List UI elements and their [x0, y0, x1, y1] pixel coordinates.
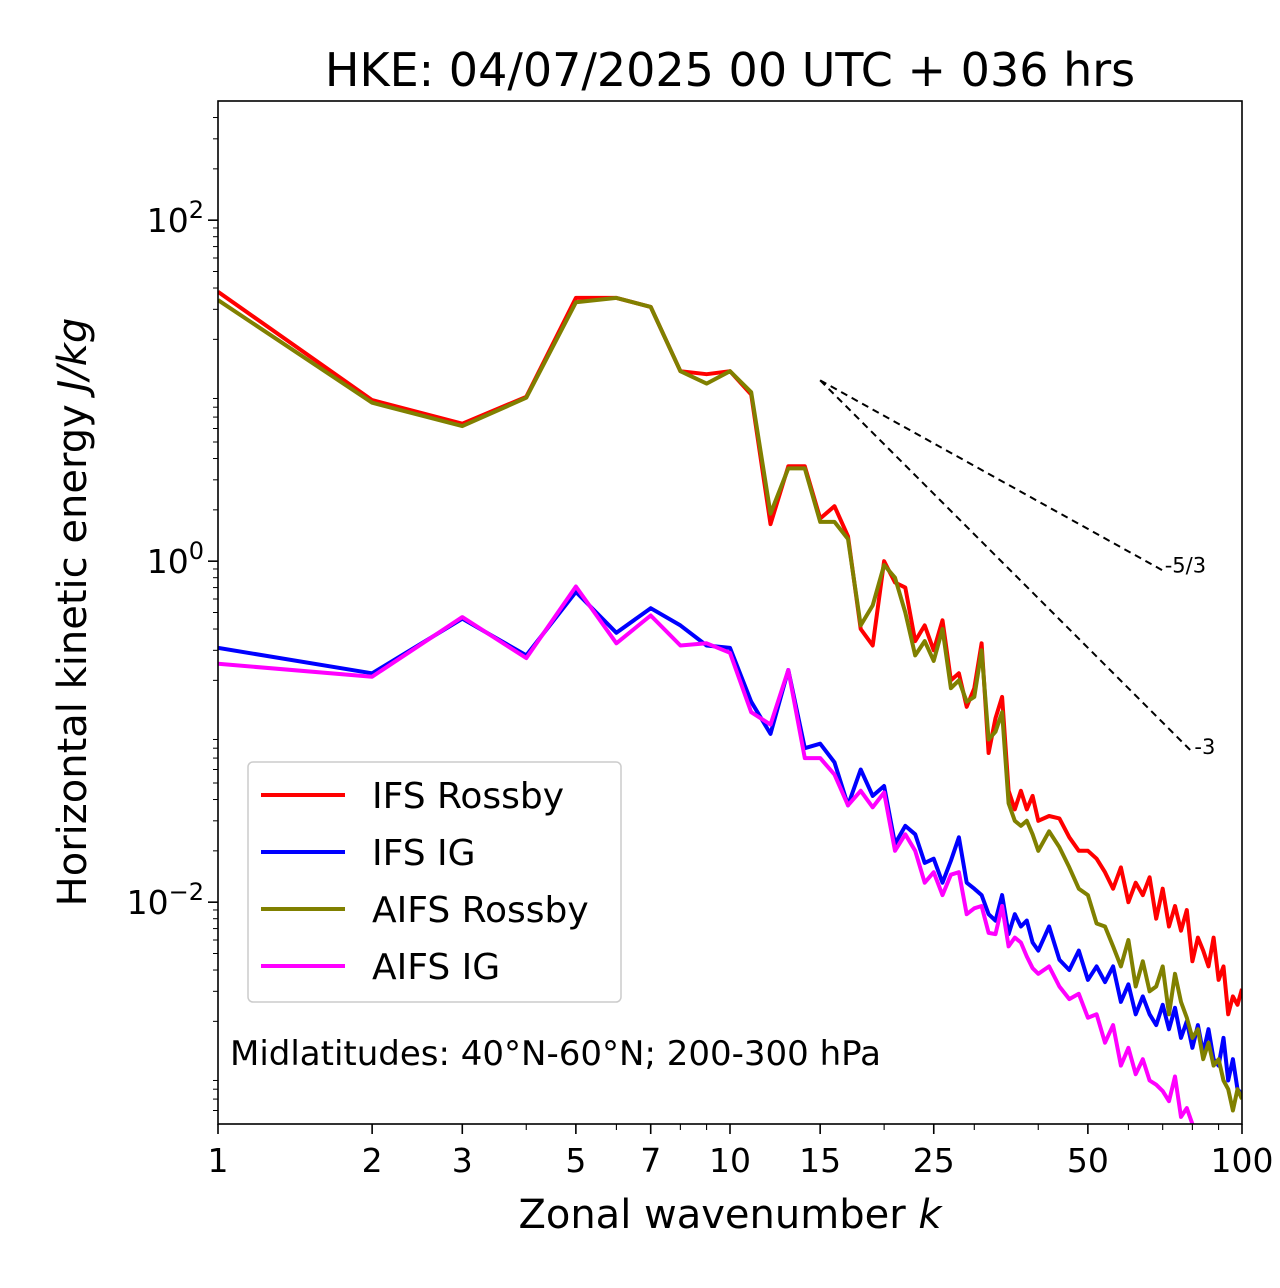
reference-line-label: -5/3 — [1165, 553, 1206, 577]
x-axis: 1 2 3 5 7 10 15 25 50 100 — [208, 1124, 1274, 1180]
y-axis-title: Horizontal kinetic energy J/kg — [50, 318, 96, 907]
series-lines — [218, 290, 1242, 1124]
x-tick-label: 100 — [1211, 1141, 1274, 1180]
x-tick-label: 5 — [565, 1141, 586, 1180]
x-tick-label: 10 — [709, 1141, 751, 1180]
legend-box — [247, 761, 622, 1003]
region-annotation: Midlatitudes: 40°N-60°N; 200-300 hPa — [230, 1034, 881, 1074]
x-tick-label: 50 — [1067, 1141, 1109, 1180]
x-tick-label: 15 — [799, 1141, 841, 1180]
series-line — [218, 295, 1242, 1113]
y-tick-label: 102 — [147, 196, 204, 240]
x-tick-label: 7 — [640, 1141, 661, 1180]
legend: IFS Rossby IFS IG AIFS Rossby AIFS IG — [247, 761, 622, 1003]
y-tick-label: 10−2 — [127, 878, 204, 922]
x-tick-label: 3 — [452, 1141, 473, 1180]
chart-title: HKE: 04/07/2025 00 UTC + 036 hrs — [325, 43, 1135, 97]
reference-line — [819, 379, 1164, 572]
y-axis: 102 100 10−2 — [127, 117, 218, 1111]
legend-label: IFS IG — [372, 833, 476, 874]
x-axis-title: Zonal wavenumber k — [518, 1192, 943, 1238]
x-tick-label: 25 — [913, 1141, 955, 1180]
legend-label: AIFS IG — [372, 947, 500, 988]
legend-label: IFS Rossby — [372, 776, 564, 817]
reference-line-label: -3 — [1194, 735, 1215, 759]
reference-lines — [819, 379, 1194, 753]
reference-line — [819, 379, 1194, 753]
legend-label: AIFS Rossby — [372, 890, 589, 931]
y-tick-label: 100 — [147, 537, 204, 581]
x-tick-label: 1 — [208, 1141, 229, 1180]
series-line — [218, 584, 1195, 1124]
x-tick-label: 2 — [362, 1141, 383, 1180]
